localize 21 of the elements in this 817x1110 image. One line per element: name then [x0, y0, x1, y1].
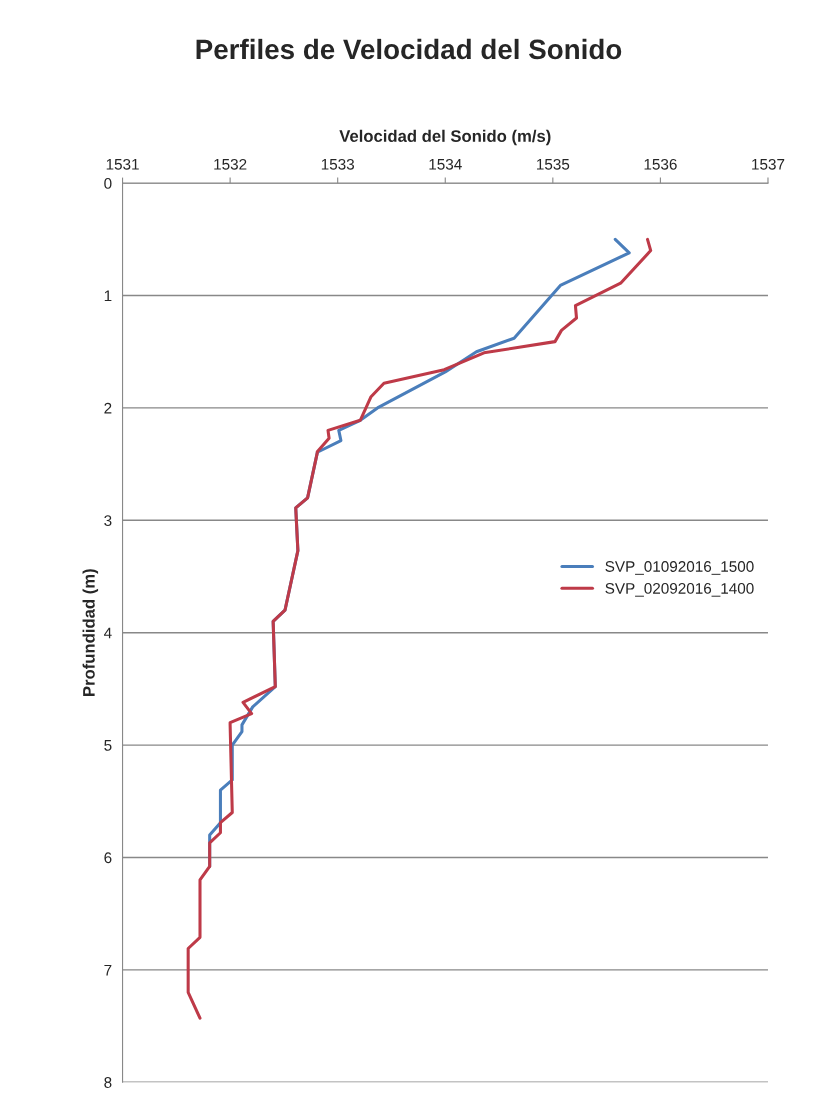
y-tick-label: 5 [104, 740, 112, 751]
y-tick-label: 6 [104, 852, 112, 864]
y-tick-label: 3 [104, 515, 112, 526]
y-tick-label: 1 [104, 290, 112, 302]
x-axis-title: Velocidad del Sonido (m/s) [339, 129, 551, 146]
y-tick-label: 0 [104, 178, 112, 189]
legend-label: SVP_01092016_1500 [605, 561, 754, 575]
y-tick-label: 2 [104, 402, 112, 414]
x-tick-label: 1537 [752, 158, 785, 170]
legend-label: SVP_02092016_1400 [605, 582, 754, 597]
x-tick-label: 1534 [429, 158, 462, 170]
chart-title: Perfiles de Velocidad del Sonido [196, 38, 622, 60]
y-tick-label: 4 [103, 627, 112, 639]
y-tick-label: 7 [104, 964, 112, 976]
x-tick-label: 1535 [537, 158, 570, 170]
y-axis-title: Profundidad (m) [82, 569, 99, 696]
x-tick-label: 1532 [214, 158, 247, 170]
x-tick-label: 1531 [106, 158, 139, 170]
x-tick-label: 1533 [321, 158, 355, 170]
x-tick-label: 1536 [644, 158, 677, 170]
y-tick-label: 8 [104, 1077, 112, 1088]
